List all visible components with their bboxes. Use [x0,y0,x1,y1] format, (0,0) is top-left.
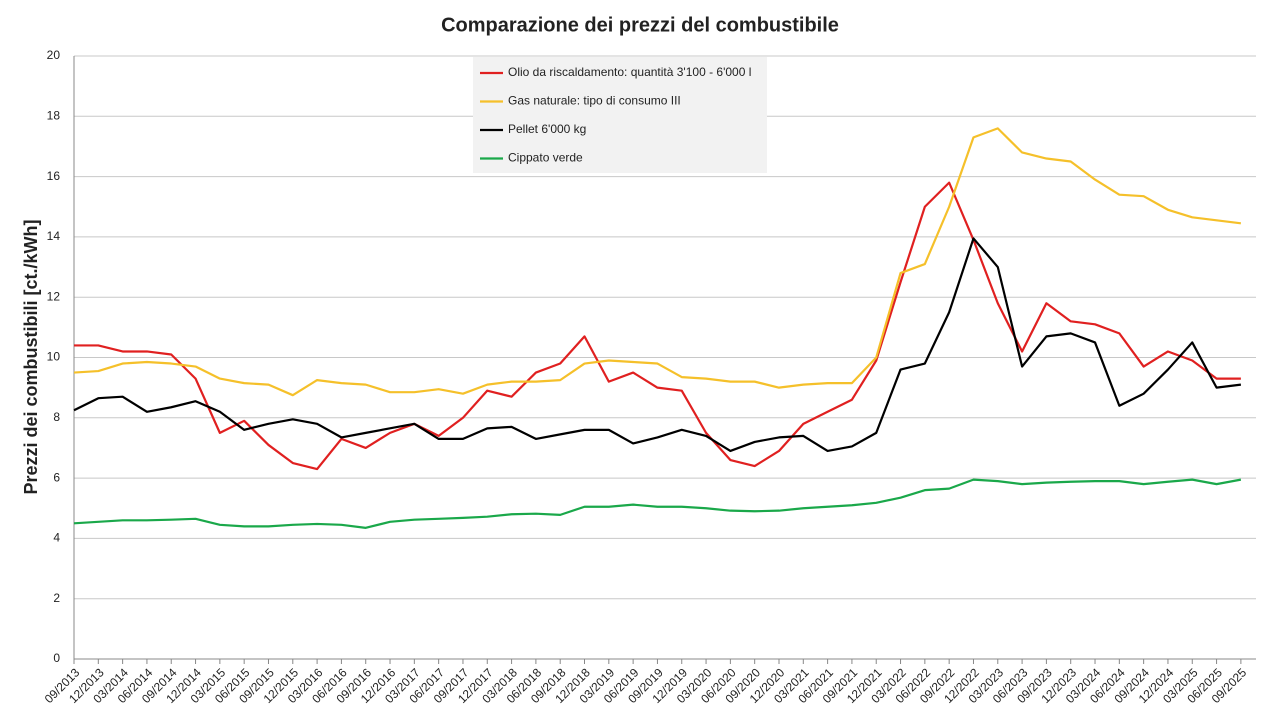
y-tick-label: 8 [53,410,60,424]
legend-label: Cippato verde [508,151,583,165]
y-tick-label: 4 [53,531,60,545]
y-tick-label: 12 [47,289,61,303]
y-tick-label: 18 [47,108,61,122]
legend-label: Pellet 6'000 kg [508,122,586,136]
chart-title: Comparazione dei prezzi del combustibile [441,14,839,36]
y-tick-label: 6 [53,470,60,484]
series-line [73,237,1242,453]
legend-label: Olio da riscaldamento: quantità 3'100 - … [508,65,751,79]
y-tick-label: 14 [47,229,61,243]
series-line [74,181,1241,471]
series-line [73,127,1242,397]
y-tick-label: 0 [53,651,60,665]
y-tick-label: 16 [47,169,61,183]
legend-label: Gas naturale: tipo di consumo III [508,94,681,108]
y-tick-label: 2 [53,591,60,605]
y-tick-label: 20 [47,48,61,62]
legend-box [473,57,767,173]
series-line [73,478,1242,529]
y-axis-label: Prezzi dei combustibili [ct./kWh] [21,219,41,494]
y-tick-label: 10 [47,350,61,364]
